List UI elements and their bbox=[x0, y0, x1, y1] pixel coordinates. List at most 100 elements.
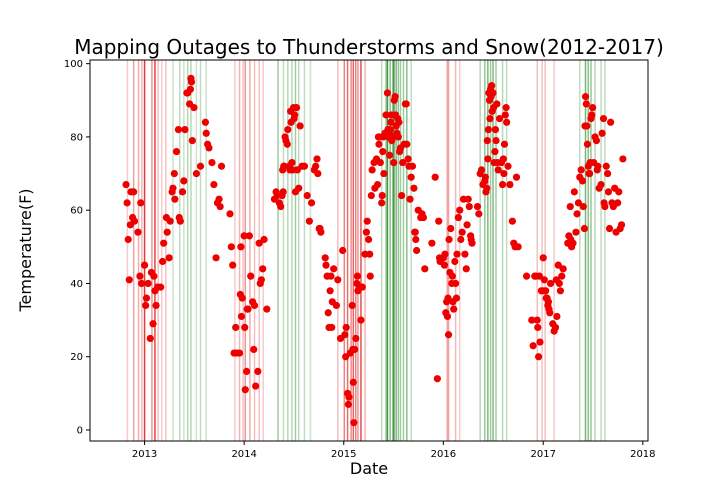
data-point bbox=[342, 323, 350, 332]
data-point bbox=[247, 272, 255, 280]
data-point bbox=[366, 272, 374, 280]
data-point bbox=[452, 294, 461, 302]
data-point bbox=[451, 257, 459, 266]
data-point bbox=[210, 180, 218, 189]
data-point bbox=[378, 199, 386, 207]
data-point bbox=[508, 217, 516, 225]
data-point bbox=[136, 272, 144, 280]
data-point bbox=[288, 158, 296, 167]
data-point bbox=[353, 272, 362, 280]
x-axis-ticks: 2013 2014 2015 2016 2017 2018 bbox=[132, 441, 656, 460]
data-point bbox=[605, 224, 614, 233]
data-point bbox=[152, 301, 160, 310]
data-point bbox=[441, 250, 449, 258]
data-point bbox=[226, 210, 234, 218]
data-point bbox=[444, 331, 453, 339]
data-point bbox=[484, 155, 492, 163]
data-point bbox=[367, 191, 375, 200]
data-point bbox=[350, 419, 358, 427]
data-point bbox=[601, 202, 609, 211]
data-point bbox=[398, 191, 406, 200]
data-point bbox=[363, 217, 371, 225]
data-point bbox=[572, 228, 580, 236]
data-point bbox=[259, 265, 267, 273]
data-point bbox=[534, 353, 543, 361]
data-point bbox=[244, 305, 252, 313]
data-point bbox=[165, 254, 173, 262]
data-point bbox=[444, 294, 452, 302]
data-point bbox=[303, 191, 311, 200]
data-point bbox=[169, 184, 177, 192]
data-point bbox=[215, 195, 223, 203]
data-point bbox=[580, 224, 589, 233]
data-point bbox=[607, 118, 615, 126]
data-point bbox=[617, 221, 626, 229]
data-point bbox=[134, 228, 142, 236]
data-point bbox=[237, 243, 245, 251]
data-point bbox=[475, 210, 483, 218]
data-point bbox=[232, 323, 240, 332]
data-point bbox=[493, 100, 501, 108]
data-point bbox=[348, 301, 356, 310]
data-point bbox=[362, 228, 371, 236]
data-point bbox=[412, 235, 420, 244]
data-point bbox=[615, 188, 623, 196]
data-point bbox=[483, 136, 491, 145]
plot-frame bbox=[89, 59, 649, 442]
data-point bbox=[583, 122, 591, 130]
data-point bbox=[403, 140, 411, 148]
data-point bbox=[555, 279, 563, 288]
data-point bbox=[546, 309, 554, 317]
data-point bbox=[171, 195, 179, 203]
data-point bbox=[588, 111, 596, 119]
data-point bbox=[312, 162, 320, 170]
data-point bbox=[123, 199, 131, 207]
data-point bbox=[252, 382, 260, 390]
data-point bbox=[569, 239, 577, 247]
data-point bbox=[533, 316, 541, 324]
data-point bbox=[619, 155, 627, 163]
data-point bbox=[413, 246, 421, 255]
data-point bbox=[378, 191, 386, 200]
data-point bbox=[419, 213, 428, 222]
data-point bbox=[180, 177, 188, 185]
data-point bbox=[176, 217, 184, 225]
data-point bbox=[491, 147, 499, 156]
data-point bbox=[240, 232, 248, 240]
data-point bbox=[172, 147, 181, 156]
data-point bbox=[332, 301, 340, 310]
data-point bbox=[395, 118, 403, 126]
data-point bbox=[556, 287, 565, 295]
data-point bbox=[158, 257, 167, 266]
data-point bbox=[488, 82, 496, 90]
data-point bbox=[379, 147, 387, 156]
y-tick-label: 80 bbox=[70, 132, 83, 143]
data-point bbox=[574, 199, 583, 207]
data-point bbox=[142, 294, 151, 302]
data-point bbox=[383, 89, 392, 97]
event-lines bbox=[126, 60, 606, 441]
data-point bbox=[327, 272, 335, 280]
data-point bbox=[514, 243, 522, 251]
data-point bbox=[376, 158, 384, 167]
data-point bbox=[529, 342, 537, 350]
data-point bbox=[489, 89, 497, 97]
data-point bbox=[366, 250, 374, 258]
data-point bbox=[408, 162, 417, 170]
data-point bbox=[181, 126, 189, 134]
data-point bbox=[235, 349, 244, 357]
data-point bbox=[245, 232, 253, 240]
data-point bbox=[399, 158, 407, 167]
data-point bbox=[321, 254, 329, 262]
data-point bbox=[344, 400, 352, 408]
x-tick-label: 2013 bbox=[132, 449, 157, 460]
data-point bbox=[142, 301, 150, 310]
data-point bbox=[212, 254, 220, 262]
data-point bbox=[380, 169, 388, 178]
data-point bbox=[283, 140, 291, 148]
data-point bbox=[130, 188, 138, 196]
data-point bbox=[295, 184, 303, 192]
data-point bbox=[598, 129, 606, 137]
data-point bbox=[542, 287, 550, 295]
data-point bbox=[483, 184, 491, 192]
